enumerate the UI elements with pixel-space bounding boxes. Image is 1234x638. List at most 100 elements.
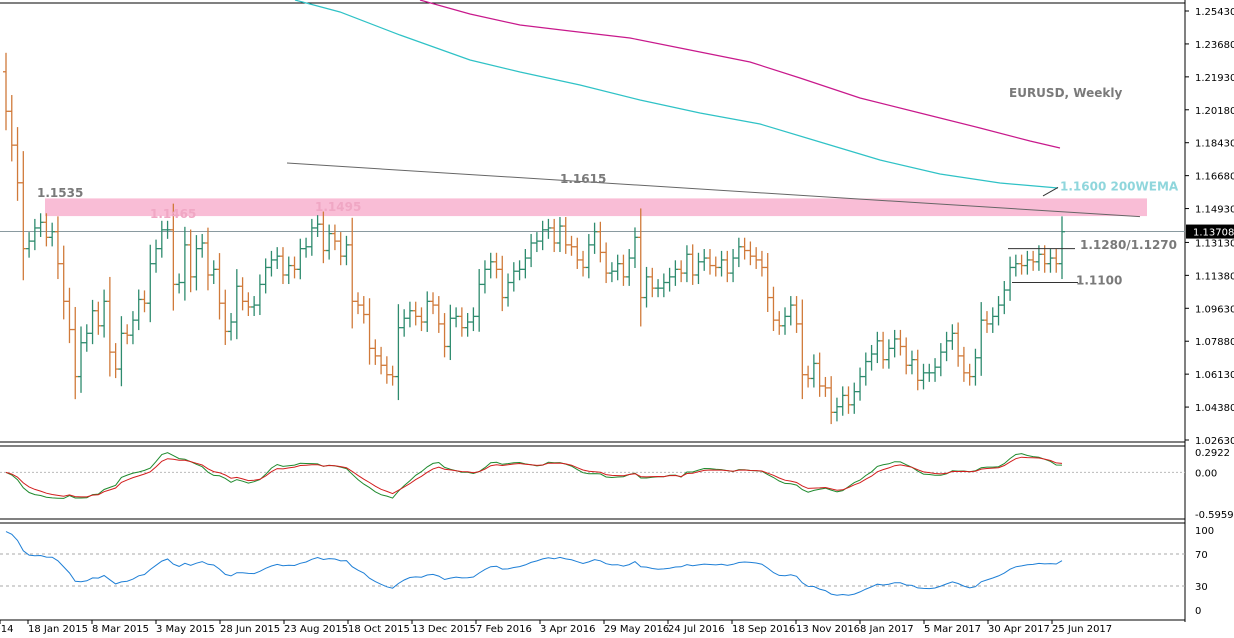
y-tick-label: 1.04380 (1195, 403, 1234, 414)
price-bar (712, 256, 719, 277)
price-bar (383, 356, 390, 384)
price-bar (833, 397, 840, 422)
price-bar (672, 260, 679, 286)
price-bar (753, 247, 760, 269)
price-annotation: 1.1100 (1076, 274, 1122, 288)
chart-title: EURUSD, Weekly (1009, 86, 1122, 100)
price-bar (124, 324, 131, 345)
x-tick-label: 18 Sep 2016 (732, 624, 795, 635)
price-bar (978, 302, 985, 376)
price-bar (926, 363, 933, 382)
price-bar (355, 292, 361, 315)
price-bar (822, 376, 829, 397)
x-tick-label: 2014 (0, 624, 13, 635)
price-bar (26, 232, 33, 258)
oscillator-panel (0, 445, 1185, 520)
price-bar (805, 365, 812, 388)
price-bar (597, 221, 604, 263)
price-bar (556, 217, 563, 253)
current-price-tag (1186, 224, 1234, 239)
price-bar (1001, 281, 1008, 315)
price-bar (562, 217, 569, 254)
price-bar (799, 299, 806, 400)
price-bar (447, 304, 454, 361)
price-bar (14, 127, 21, 201)
price-bar (54, 216, 61, 280)
price-bar (522, 249, 529, 279)
price-annotation: 1.1600 200WEMA (1060, 180, 1179, 194)
price-bar (268, 250, 275, 277)
price-bar (637, 208, 644, 327)
price-bar (164, 220, 171, 239)
price-bar (735, 237, 742, 268)
price-bar (285, 256, 292, 285)
price-bar (972, 348, 979, 386)
price-annotation: 1.1495 (315, 200, 361, 214)
price-bar (37, 213, 44, 237)
price-bar (839, 386, 846, 416)
price-bar (199, 233, 206, 258)
price-bar (626, 249, 633, 286)
price-bar (187, 229, 194, 293)
price-bar (776, 311, 783, 335)
price-bar (453, 307, 460, 328)
price-bar (585, 234, 592, 279)
price-bar (903, 337, 910, 375)
price-bar (989, 307, 996, 333)
price-bar (660, 273, 667, 298)
price-bar (251, 296, 258, 317)
price-bar (885, 339, 892, 369)
x-tick-label: 13 Nov 2016 (796, 624, 860, 635)
price-bar (303, 237, 310, 258)
price-bar (539, 220, 546, 251)
price-bar (1012, 254, 1019, 277)
osc-tick-label: 0.00 (1195, 468, 1217, 479)
x-tick-label: 3 May 2015 (156, 624, 215, 635)
price-bar (476, 269, 483, 332)
price-bar (828, 376, 835, 425)
price-bar (3, 52, 9, 131)
price-bar (297, 238, 304, 280)
price-bar (608, 262, 615, 283)
price-bar (580, 250, 587, 277)
y-tick-label: 1.25430 (1195, 7, 1234, 18)
price-bar (101, 289, 108, 338)
price-annotation: 1.1280/1.1270 (1080, 238, 1177, 252)
price-bar (914, 349, 921, 391)
price-bar (435, 296, 442, 333)
y-tick-label: 1.23680 (1195, 40, 1234, 51)
price-bar (176, 273, 183, 294)
price-bar (239, 277, 246, 311)
price-bar (43, 213, 50, 247)
price-bar (955, 322, 962, 367)
price-bar (1053, 249, 1060, 273)
price-bar (897, 329, 904, 356)
rsi-tick-label: 100 (1195, 526, 1214, 537)
price-bar (920, 363, 927, 390)
price-bar (458, 307, 465, 337)
price-bar (505, 273, 512, 307)
price-bar (758, 250, 765, 277)
price-bar (424, 291, 431, 332)
x-tick-label: 24 Jul 2016 (668, 624, 725, 635)
price-bar (891, 329, 898, 358)
current-price-label: 1.13708 (1193, 228, 1234, 239)
x-tick-label: 29 May 2016 (604, 624, 669, 635)
price-bar (279, 247, 286, 285)
price-bar (395, 304, 402, 401)
price-bar (470, 307, 477, 332)
price-bar (72, 306, 79, 400)
price-bar (20, 151, 27, 281)
price-bar (78, 326, 85, 393)
price-bar (591, 222, 598, 254)
price-bar (528, 233, 535, 268)
price-bar (707, 249, 713, 275)
y-tick-label: 1.09630 (1195, 304, 1234, 315)
resistance-zone (45, 198, 1147, 217)
price-bar (880, 331, 887, 369)
price-bar (337, 232, 344, 266)
price-bar (95, 301, 102, 335)
price-bar (343, 235, 350, 266)
y-tick-label: 1.18430 (1195, 139, 1234, 150)
price-annotation: 1.1615 (560, 172, 606, 186)
